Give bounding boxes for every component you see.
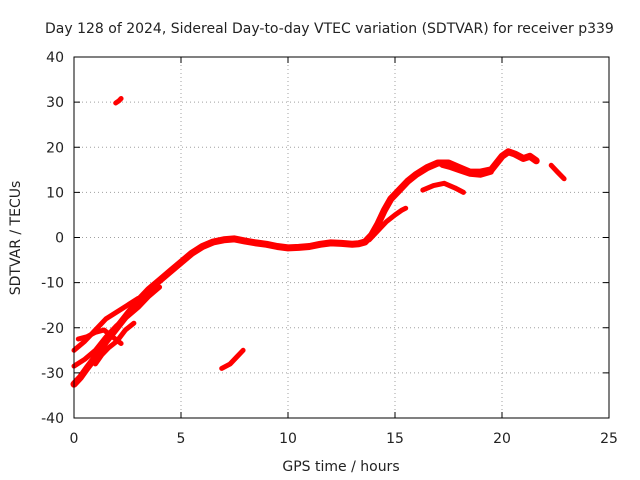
- track-mid-branch: [92, 320, 137, 367]
- x-axis-label: GPS time / hours: [282, 459, 399, 475]
- track-rise-branch: [366, 205, 409, 243]
- x-tick-label: 5: [177, 431, 186, 447]
- axis-ticks: 0 5 10 15 20 25 -40 -30 -20 -10 0 10 20 30 40: [41, 50, 618, 447]
- chart-title: Day 128 of 2024, Sidereal Day-to-day VTE…: [45, 21, 614, 37]
- y-tick-label: 0: [55, 231, 64, 247]
- x-tick-label: 25: [600, 431, 618, 447]
- track-lower-band: [71, 284, 163, 369]
- y-tick-label: -40: [41, 411, 64, 427]
- y-tick-label: -20: [41, 321, 64, 337]
- track-early-branch: [75, 327, 124, 346]
- y-axis-label: SDTVAR / TECUs: [8, 181, 24, 296]
- y-tick-label: 30: [46, 95, 64, 111]
- track-late-branch: [439, 162, 494, 178]
- data-tracks: [70, 96, 567, 388]
- track-isolated-upper: [113, 96, 124, 106]
- y-tick-label: 10: [46, 185, 64, 201]
- y-tick-label: -10: [41, 276, 64, 292]
- track-main: [70, 148, 540, 388]
- y-tick-label: 20: [46, 140, 64, 156]
- x-tick-label: 0: [70, 431, 79, 447]
- x-tick-label: 20: [493, 431, 511, 447]
- x-tick-label: 10: [279, 431, 297, 447]
- y-tick-label: 40: [46, 50, 64, 66]
- x-tick-label: 15: [386, 431, 404, 447]
- track-upper-band: [71, 295, 141, 353]
- track-isolated-lower: [219, 347, 246, 371]
- track-end: [548, 162, 567, 182]
- y-tick-label: -30: [41, 366, 64, 382]
- track-late-dip: [420, 180, 466, 195]
- gridlines: [74, 57, 609, 418]
